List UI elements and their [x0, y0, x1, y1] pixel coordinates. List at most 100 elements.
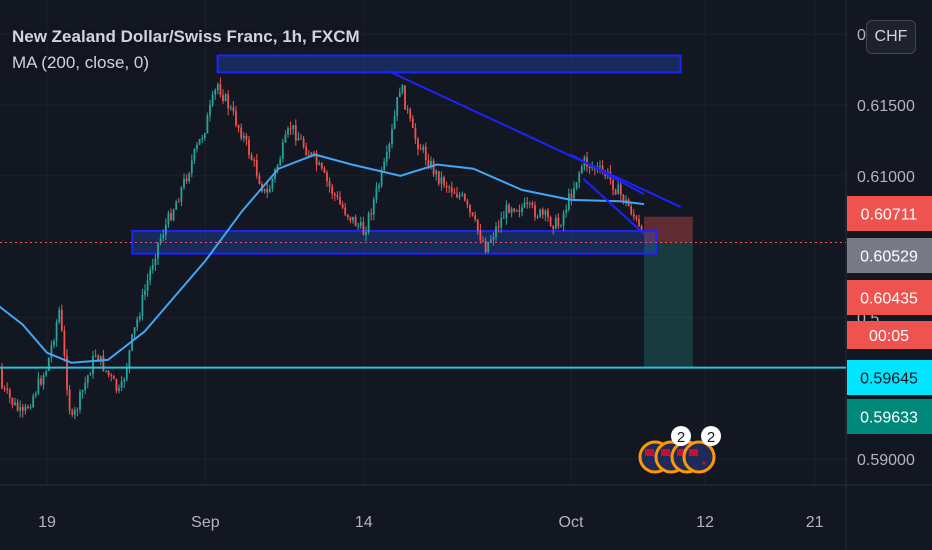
- candle-body: [320, 163, 323, 169]
- candle-body: [40, 378, 42, 385]
- candle-body: [203, 133, 206, 139]
- candle-body: [76, 409, 79, 411]
- flag-star: [702, 461, 706, 465]
- candle-body: [34, 393, 37, 396]
- candle-body: [214, 89, 217, 95]
- flag-union-mark: [661, 449, 670, 456]
- candle-body: [50, 345, 53, 358]
- candle-body: [229, 107, 232, 109]
- candle-body: [245, 135, 248, 140]
- candle-body: [544, 210, 547, 215]
- candle-body: [443, 177, 445, 186]
- candle-body: [531, 202, 534, 206]
- candle-body: [419, 149, 422, 151]
- price-marker-label: 0.59633: [860, 410, 918, 427]
- x-tick-label: 21: [806, 514, 824, 531]
- candle-body: [11, 397, 14, 405]
- currency-button[interactable]: CHF: [866, 20, 916, 54]
- candle-body: [209, 105, 211, 116]
- candle-body: [567, 193, 570, 210]
- candle-body: [323, 168, 326, 173]
- candle-body: [466, 200, 469, 205]
- candle-body: [562, 212, 565, 226]
- candle-body: [372, 199, 375, 215]
- candle-body: [521, 207, 523, 212]
- candle-body: [250, 155, 253, 161]
- candle-body: [112, 375, 115, 380]
- candle-body: [89, 373, 92, 376]
- candle-body: [19, 406, 22, 411]
- candle-body: [349, 217, 352, 221]
- candle-body: [289, 128, 292, 130]
- candle-body: [502, 217, 505, 219]
- x-tick-label: 12: [696, 514, 714, 531]
- price-marker-bg: [847, 399, 932, 434]
- event-count-label: 2: [707, 429, 715, 446]
- candle-body: [287, 128, 289, 135]
- candle-body: [141, 295, 144, 316]
- candle-body: [398, 92, 401, 98]
- candle-body: [396, 97, 399, 116]
- candle-body: [557, 217, 560, 227]
- short-trendline-lower: [582, 177, 645, 235]
- candle-body: [125, 367, 128, 380]
- candle-body: [565, 209, 568, 213]
- flag-union-mark: [645, 449, 654, 456]
- candle-body: [552, 225, 555, 229]
- candle-body: [435, 171, 438, 175]
- position-stop-box: [644, 216, 693, 243]
- candle-body: [365, 231, 367, 235]
- candle-body: [541, 209, 544, 215]
- event-count-badge: [671, 426, 691, 446]
- candle-body: [24, 406, 27, 411]
- candle-body: [409, 109, 412, 119]
- candle-body: [99, 355, 102, 362]
- candle-body: [536, 216, 539, 218]
- candle-body: [612, 179, 614, 190]
- candle-body: [310, 152, 313, 156]
- candle-body: [586, 157, 588, 167]
- candle-body: [167, 213, 170, 225]
- candle-body: [60, 309, 63, 331]
- candle-body: [211, 94, 214, 106]
- ma-indicator-label[interactable]: MA (200, close, 0): [12, 53, 150, 72]
- candle-body: [453, 192, 456, 194]
- candle-body: [510, 208, 513, 213]
- candle-body: [102, 355, 105, 371]
- candle-body: [487, 241, 490, 253]
- candle-body: [375, 187, 378, 200]
- candle-body: [305, 146, 308, 156]
- candle-body: [279, 159, 282, 166]
- flag-union-mark: [689, 449, 698, 456]
- candle-body: [281, 142, 284, 160]
- symbol-title[interactable]: New Zealand Dollar/Swiss Franc, 1h, FXCM: [12, 27, 360, 46]
- candle-body: [404, 85, 406, 110]
- candle-body: [560, 225, 562, 227]
- candle-body: [448, 187, 451, 189]
- candle-body: [463, 193, 466, 201]
- candle-body: [138, 315, 141, 320]
- candle-body: [513, 208, 516, 212]
- candle-body: [300, 138, 302, 140]
- candle-body: [196, 144, 198, 150]
- candle-body: [599, 165, 601, 168]
- x-tick-label: 14: [355, 514, 373, 531]
- candle-body: [497, 226, 500, 228]
- candle-body: [388, 143, 391, 153]
- candle-body: [37, 378, 40, 394]
- candle-body: [344, 207, 347, 215]
- candle-body: [495, 226, 497, 238]
- candle-body: [177, 201, 180, 203]
- candle-body: [271, 178, 274, 189]
- candle-body: [430, 160, 432, 168]
- candles: [1, 77, 643, 420]
- candle-body: [144, 290, 146, 296]
- candle-body: [219, 84, 222, 95]
- candle-body: [417, 139, 419, 150]
- candle-body: [385, 152, 388, 162]
- candle-body: [469, 204, 471, 213]
- candle-body: [313, 152, 315, 154]
- candle-body: [380, 169, 383, 186]
- candle-body: [47, 357, 50, 371]
